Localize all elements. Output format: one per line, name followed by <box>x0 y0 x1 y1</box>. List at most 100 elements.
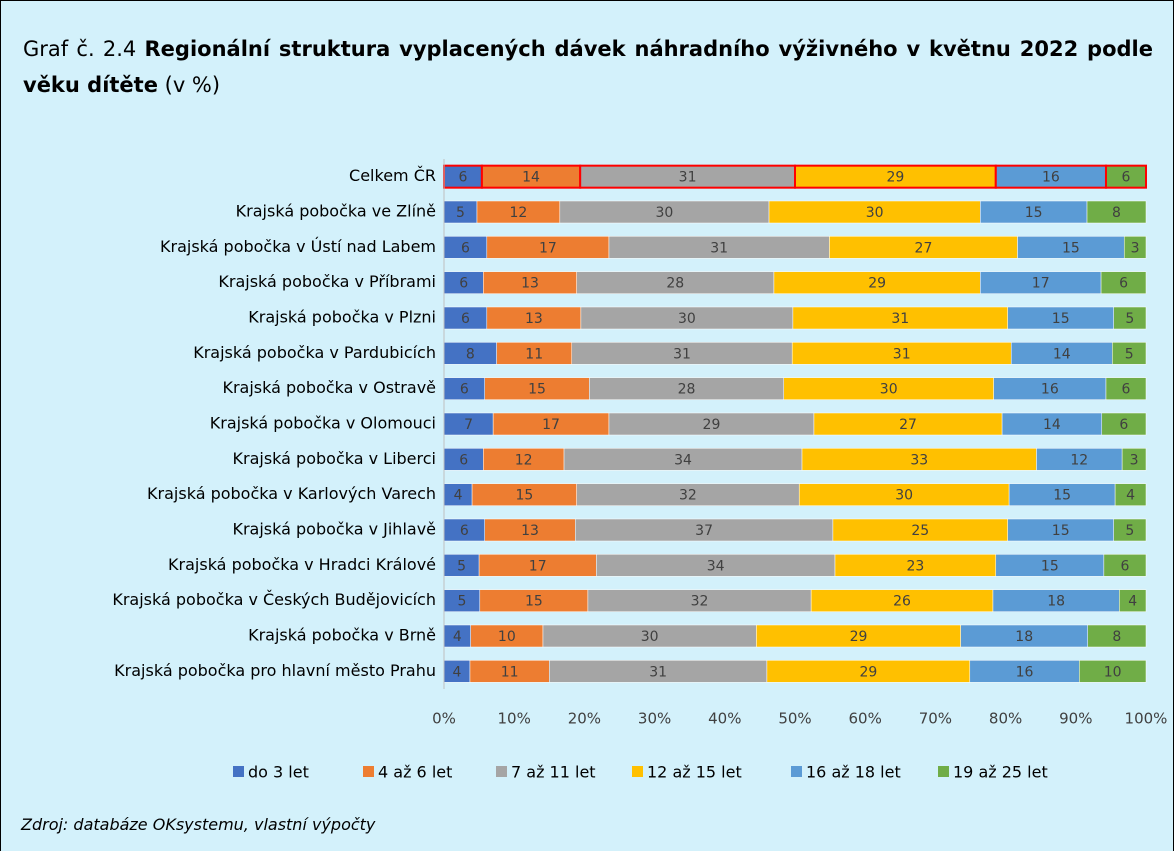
data-label: 13 <box>525 311 543 327</box>
legend-label: 16 až 18 let <box>806 763 901 782</box>
bar-segment <box>1123 236 1147 259</box>
data-label: 14 <box>1043 417 1061 433</box>
data-label: 6 <box>458 170 467 186</box>
data-label: 14 <box>522 170 540 186</box>
bar-segment <box>1087 624 1147 648</box>
bar-segment <box>1113 518 1147 542</box>
legend-swatch <box>363 766 374 777</box>
bar-segment <box>1101 412 1147 436</box>
data-label: 6 <box>1119 276 1128 292</box>
legend-swatch <box>632 766 643 777</box>
data-label: 6 <box>461 311 470 327</box>
data-label: 29 <box>859 664 877 680</box>
data-label: 8 <box>466 346 475 362</box>
data-label: 6 <box>460 382 469 398</box>
data-label: 17 <box>542 417 560 433</box>
data-label: 15 <box>1052 311 1070 327</box>
data-label: 33 <box>910 452 928 468</box>
data-label: 10 <box>1104 664 1122 680</box>
data-label: 15 <box>1062 240 1080 256</box>
data-label: 4 <box>453 664 462 680</box>
data-label: 32 <box>691 594 709 610</box>
data-label: 4 <box>453 629 462 645</box>
data-label: 31 <box>893 346 911 362</box>
data-label: 15 <box>528 382 546 398</box>
data-label: 29 <box>868 276 886 292</box>
data-label: 5 <box>1125 346 1134 362</box>
y-tick-label: Krajská pobočka v Českých Budějovicích <box>112 590 436 609</box>
y-tick-label: Krajská pobočka v Brně <box>248 626 436 645</box>
data-label: 7 <box>464 417 473 433</box>
data-label: 6 <box>461 240 470 256</box>
data-label: 4 <box>1126 488 1135 504</box>
legend-swatch <box>938 766 949 777</box>
data-label: 3 <box>1131 240 1140 256</box>
data-label: 18 <box>1015 629 1033 645</box>
data-label: 30 <box>880 382 898 398</box>
data-label: 6 <box>459 276 468 292</box>
y-tick-label: Krajská pobočka v Pardubicích <box>193 343 436 362</box>
data-label: 13 <box>521 276 539 292</box>
data-label: 11 <box>525 346 543 362</box>
data-label: 8 <box>1112 205 1121 221</box>
data-label: 25 <box>911 523 929 539</box>
data-label: 6 <box>1119 417 1128 433</box>
y-tick-label: Krajská pobočka v Ostravě <box>222 378 436 397</box>
title-prefix: Graf č. 2.4 <box>23 37 137 61</box>
data-label: 18 <box>1047 594 1065 610</box>
bar-segment <box>1119 589 1147 612</box>
y-tick-label: Krajská pobočka v Hradci Králové <box>168 555 436 574</box>
legend-label: 19 až 25 let <box>953 763 1048 782</box>
data-label: 12 <box>515 452 533 468</box>
legend-label: 4 až 6 let <box>378 763 452 782</box>
data-label: 27 <box>899 417 917 433</box>
y-tick-label: Krajská pobočka v Karlových Varech <box>147 484 436 503</box>
data-label: 15 <box>1052 523 1070 539</box>
data-label: 15 <box>515 488 533 504</box>
x-tick-label: 50% <box>778 710 811 728</box>
data-label: 29 <box>850 629 868 645</box>
data-label: 16 <box>1041 382 1059 398</box>
data-label: 31 <box>679 170 697 186</box>
data-label: 4 <box>454 488 463 504</box>
data-label: 10 <box>498 629 516 645</box>
data-label: 17 <box>539 240 557 256</box>
data-label: 17 <box>1032 276 1050 292</box>
data-label: 6 <box>460 523 469 539</box>
y-tick-label: Krajská pobočka v Příbrami <box>218 272 436 291</box>
data-label: 15 <box>525 594 543 610</box>
data-label: 30 <box>895 488 913 504</box>
x-tick-label: 60% <box>849 710 882 728</box>
data-label: 37 <box>695 523 713 539</box>
bar-segment <box>1113 306 1147 330</box>
data-label: 31 <box>891 311 909 327</box>
bar-segment <box>1114 483 1147 506</box>
data-label: 6 <box>1122 382 1131 398</box>
data-label: 13 <box>521 523 539 539</box>
bar-segment <box>1104 164 1147 189</box>
data-label: 29 <box>703 417 721 433</box>
data-label: 31 <box>649 664 667 680</box>
data-label: 15 <box>1025 205 1043 221</box>
bar-segment <box>1121 448 1147 471</box>
bar-segment <box>1079 660 1147 683</box>
legend-label: do 3 let <box>248 763 309 782</box>
data-label: 16 <box>1042 170 1060 186</box>
data-label: 8 <box>1112 629 1121 645</box>
x-tick-label: 30% <box>638 710 671 728</box>
data-label: 30 <box>656 205 674 221</box>
legend-swatch <box>233 766 244 777</box>
y-tick-label: Celkem ČR <box>349 166 436 185</box>
chart-title: Graf č. 2.4 Regionální struktura vyplace… <box>23 31 1153 103</box>
data-label: 34 <box>707 558 725 574</box>
y-tick-label: Krajská pobočka pro hlavní město Prahu <box>114 661 436 680</box>
title-main: Regionální struktura vyplacených dávek n… <box>23 37 1153 97</box>
data-label: 3 <box>1130 452 1139 468</box>
data-label: 12 <box>1070 452 1088 468</box>
data-label: 6 <box>1120 558 1129 574</box>
data-label: 4 <box>1128 594 1137 610</box>
data-label: 12 <box>509 205 527 221</box>
bar-segment <box>1100 271 1147 294</box>
